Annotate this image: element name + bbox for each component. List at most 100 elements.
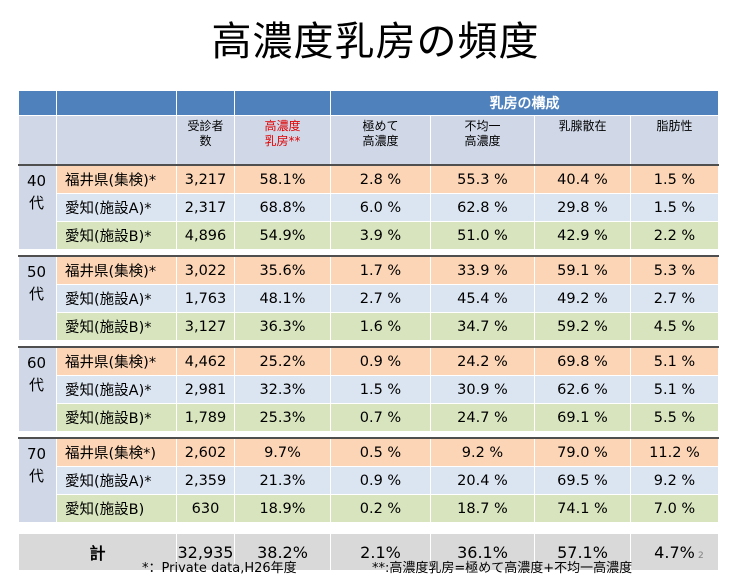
cell-extreme: 2.8 % (330, 164, 431, 194)
cell-site: 福井県(集検)* (56, 255, 177, 285)
cell-site: 愛知(施設B)* (56, 221, 177, 250)
cell-n: 2,317 (176, 193, 235, 222)
cell-scattered: 62.6 % (534, 375, 631, 404)
structure-header: 乳房の構成 (330, 90, 719, 116)
cell-n: 4,896 (176, 221, 235, 250)
cell-n: 2,359 (176, 466, 235, 495)
cell-n: 2,602 (176, 437, 235, 467)
group-gap (18, 431, 719, 438)
cell-extreme: 0.9 % (330, 346, 431, 376)
cell-hetero: 30.9 % (430, 375, 535, 404)
table-row: 40 代福井県(集検)* 3,217 58.1% 2.8 % 55.3 % 40.4 % 1.… (18, 164, 719, 250)
cell-dense: 18.9% (234, 494, 331, 523)
age-group-cell: 60 代 (18, 346, 57, 432)
table-row: 60 代福井県(集検)* 4,462 25.2% 0.9 % 24.2 % 69.8 % 5.… (18, 346, 719, 432)
group-gap-cell (18, 431, 719, 438)
table-row: 愛知(施設B)* 3,127 36.3% 1.6 % 34.7 % 59.2 % 4.5 % (19, 312, 719, 341)
page-number: 2 (698, 551, 704, 561)
cell-dense: 68.8% (234, 193, 331, 222)
age-group-suffix: 代 (29, 467, 45, 485)
age-group-cell: 70 代 (18, 437, 57, 523)
age-group-suffix: 代 (29, 285, 45, 303)
cell-dense: 25.2% (234, 346, 331, 376)
header-blank-cell (56, 115, 177, 166)
cell-n: 2,981 (176, 375, 235, 404)
total-dense: 38.2% (234, 533, 331, 571)
table-row: 愛知(施設A)* 2,317 68.8% 6.0 % 62.8 % 29.8 % 1.5 % (19, 193, 719, 222)
cell-n: 630 (176, 494, 235, 523)
cell-hetero: 51.0 % (430, 221, 535, 250)
cell-extreme: 0.9 % (330, 466, 431, 495)
cell-hetero: 24.2 % (430, 346, 535, 376)
cell-scattered: 69.8 % (534, 346, 631, 376)
cell-fatty: 2.2 % (630, 221, 719, 250)
cell-hetero: 24.7 % (430, 403, 535, 432)
cell-n: 1,763 (176, 284, 235, 313)
group-gap-cell (18, 249, 719, 256)
header-blank-cell (18, 115, 57, 166)
cell-extreme: 0.5 % (330, 437, 431, 467)
cell-site: 愛知(施設A)* (56, 284, 177, 313)
group-gap-cell (18, 340, 719, 347)
cell-fatty: 5.5 % (630, 403, 719, 432)
cell-site: 愛知(施設A)* (56, 375, 177, 404)
group-gap (18, 249, 719, 256)
cell-extreme: 3.9 % (330, 221, 431, 250)
cell-fatty: 11.2 % (630, 437, 719, 467)
cell-fatty: 5.3 % (630, 255, 719, 285)
cell-n: 3,217 (176, 164, 235, 194)
total-hetero: 36.1% (430, 533, 535, 571)
cell-extreme: 1.6 % (330, 312, 431, 341)
table-row: 70 代福井県(集検*) 2,602 9.7% 0.5 % 9.2 % 79.0 % 11.2… (18, 437, 719, 523)
total-fatty: 4.7% (630, 533, 719, 571)
cell-dense: 54.9% (234, 221, 331, 250)
cell-n: 1,789 (176, 403, 235, 432)
cell-fatty: 5.1 % (630, 375, 719, 404)
cell-scattered: 74.1 % (534, 494, 631, 523)
cell-dense: 32.3% (234, 375, 331, 404)
header-blank-cell (234, 90, 331, 116)
header-row-top: 乳房の構成 (18, 90, 719, 116)
total-gap (18, 522, 719, 534)
cell-n: 3,022 (176, 255, 235, 285)
cell-fatty: 5.1 % (630, 346, 719, 376)
cell-scattered: 49.2 % (534, 284, 631, 313)
age-group-label: 50 (27, 263, 47, 281)
cell-scattered: 40.4 % (534, 164, 631, 194)
cell-dense: 35.6% (234, 255, 331, 285)
cell-site: 愛知(施設B)* (56, 312, 177, 341)
header-blank-cell (18, 90, 57, 116)
cell-dense: 58.1% (234, 164, 331, 194)
age-group-label: 60 (27, 354, 47, 372)
cell-scattered: 59.1 % (534, 255, 631, 285)
cell-fatty: 1.5 % (630, 193, 719, 222)
header-extreme: 極めて 高濃度 (330, 115, 431, 166)
cell-site: 愛知(施設B)* (56, 403, 177, 432)
cell-site: 福井県(集検)* (56, 164, 177, 194)
footnote-private-data: *：Private data,H26年度 (142, 561, 297, 576)
cell-hetero: 45.4 % (430, 284, 535, 313)
cell-scattered: 42.9 % (534, 221, 631, 250)
cell-extreme: 2.7 % (330, 284, 431, 313)
age-group-suffix: 代 (29, 194, 45, 212)
cell-dense: 21.3% (234, 466, 331, 495)
header-row-sub: 受診者 数 高濃度 乳房** 極めて 高濃度 不均一 高濃度 乳腺散在 脂肪性 (18, 115, 719, 166)
cell-site: 福井県(集検)* (56, 346, 177, 376)
cell-site: 愛知(施設B) (56, 494, 177, 523)
table-row: 愛知(施設A)* 1,763 48.1% 2.7 % 45.4 % 49.2 % 2.7 % (19, 284, 719, 313)
slide-title: 高濃度乳房の頻度 (211, 19, 540, 65)
cell-fatty: 2.7 % (630, 284, 719, 313)
header-hetero: 不均一 高濃度 (430, 115, 535, 166)
cell-hetero: 55.3 % (430, 164, 535, 194)
cell-n: 3,127 (176, 312, 235, 341)
cell-fatty: 7.0 % (630, 494, 719, 523)
cell-hetero: 20.4 % (430, 466, 535, 495)
cell-hetero: 9.2 % (430, 437, 535, 467)
cell-extreme: 1.7 % (330, 255, 431, 285)
header-dense: 高濃度 乳房** (234, 115, 331, 166)
footnote-dense-definition: **:高濃度乳房=極めて高濃度+不均一高濃度 (372, 561, 633, 576)
cell-dense: 48.1% (234, 284, 331, 313)
total-extreme: 2.1% (330, 533, 431, 571)
cell-extreme: 0.7 % (330, 403, 431, 432)
cell-extreme: 6.0 % (330, 193, 431, 222)
